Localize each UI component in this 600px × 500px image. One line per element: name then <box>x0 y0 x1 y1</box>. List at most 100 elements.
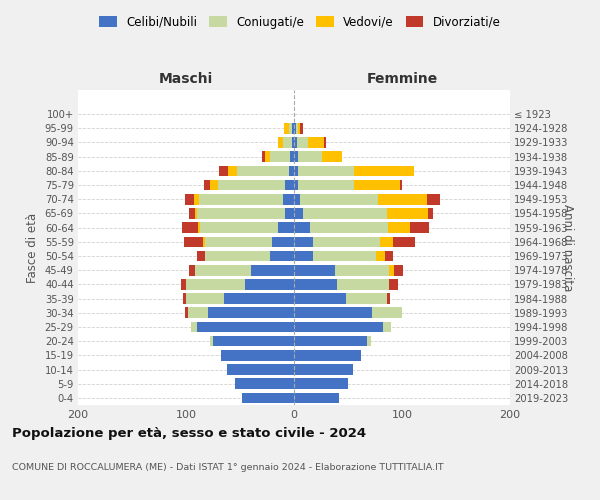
Bar <box>283 194 294 204</box>
Bar <box>203 236 205 247</box>
Bar <box>286 208 294 219</box>
Bar <box>237 166 289 176</box>
Bar <box>294 322 383 332</box>
Bar <box>388 222 410 233</box>
Bar <box>205 250 270 262</box>
Bar <box>184 236 203 247</box>
Bar <box>301 194 378 204</box>
Bar <box>410 222 429 233</box>
Bar <box>185 308 188 318</box>
Text: COMUNE DI ROCCALUMERA (ME) - Dati ISTAT 1° gennaio 2024 - Elaborazione TUTTITALI: COMUNE DI ROCCALUMERA (ME) - Dati ISTAT … <box>12 462 443 471</box>
Bar <box>200 222 278 233</box>
Bar <box>298 123 301 134</box>
Bar <box>194 265 251 276</box>
Bar <box>221 350 294 360</box>
Text: Popolazione per età, sesso e stato civile - 2024: Popolazione per età, sesso e stato civil… <box>12 428 366 440</box>
Legend: Celibi/Nubili, Coniugati/e, Vedovi/e, Divorziati/e: Celibi/Nubili, Coniugati/e, Vedovi/e, Di… <box>95 11 505 34</box>
Bar <box>294 222 310 233</box>
Bar <box>224 294 294 304</box>
Bar <box>428 208 433 219</box>
Bar <box>337 279 389 289</box>
Bar <box>294 123 296 134</box>
Bar <box>380 236 394 247</box>
Bar <box>394 236 415 247</box>
Bar <box>294 378 348 389</box>
Bar <box>186 279 245 289</box>
Bar <box>289 123 292 134</box>
Bar <box>251 265 294 276</box>
Bar <box>322 152 341 162</box>
Bar <box>210 180 218 190</box>
Bar <box>227 364 294 375</box>
Bar <box>389 279 398 289</box>
Bar <box>208 308 294 318</box>
Bar <box>210 336 213 346</box>
Bar <box>278 137 283 148</box>
Bar <box>189 208 194 219</box>
Bar <box>205 236 272 247</box>
Y-axis label: Anni di nascita: Anni di nascita <box>561 204 574 291</box>
Bar <box>205 180 210 190</box>
Bar <box>194 194 199 204</box>
Bar <box>427 194 440 204</box>
Bar <box>298 152 322 162</box>
Bar <box>292 123 294 134</box>
Bar <box>372 308 402 318</box>
Bar <box>220 166 228 176</box>
Bar <box>313 250 376 262</box>
Bar <box>324 137 326 148</box>
Bar <box>284 123 289 134</box>
Bar <box>213 336 294 346</box>
Text: Maschi: Maschi <box>159 72 213 86</box>
Bar <box>218 180 286 190</box>
Bar <box>189 265 194 276</box>
Bar <box>335 265 389 276</box>
Bar <box>355 166 414 176</box>
Bar <box>385 250 394 262</box>
Text: Femmine: Femmine <box>367 72 437 86</box>
Bar <box>355 180 400 190</box>
Bar <box>294 294 346 304</box>
Bar <box>308 137 324 148</box>
Bar <box>235 378 294 389</box>
Bar <box>294 166 298 176</box>
Bar <box>245 279 294 289</box>
Bar <box>283 137 292 148</box>
Bar <box>198 222 200 233</box>
Bar <box>265 152 270 162</box>
Bar <box>367 336 371 346</box>
Bar <box>294 364 353 375</box>
Bar <box>313 236 380 247</box>
Y-axis label: Fasce di età: Fasce di età <box>26 212 39 282</box>
Bar <box>294 194 301 204</box>
Bar <box>296 123 298 134</box>
Bar <box>394 265 403 276</box>
Bar <box>183 294 186 304</box>
Bar <box>389 265 394 276</box>
Bar <box>294 236 313 247</box>
Bar <box>294 336 367 346</box>
Bar <box>270 152 290 162</box>
Bar <box>376 250 385 262</box>
Bar <box>298 180 355 190</box>
Bar <box>294 308 372 318</box>
Bar <box>346 294 387 304</box>
Bar <box>270 250 294 262</box>
Bar <box>197 322 294 332</box>
Bar <box>182 222 198 233</box>
Bar <box>199 194 283 204</box>
Bar <box>242 392 294 403</box>
Bar <box>191 322 197 332</box>
Bar <box>262 152 265 162</box>
Bar <box>188 308 208 318</box>
Bar <box>387 208 428 219</box>
Bar <box>292 137 294 148</box>
Bar <box>294 350 361 360</box>
Bar <box>197 250 205 262</box>
Bar <box>186 294 224 304</box>
Bar <box>286 180 294 190</box>
Bar <box>310 222 388 233</box>
Bar <box>181 279 186 289</box>
Bar <box>294 137 297 148</box>
Bar <box>294 392 340 403</box>
